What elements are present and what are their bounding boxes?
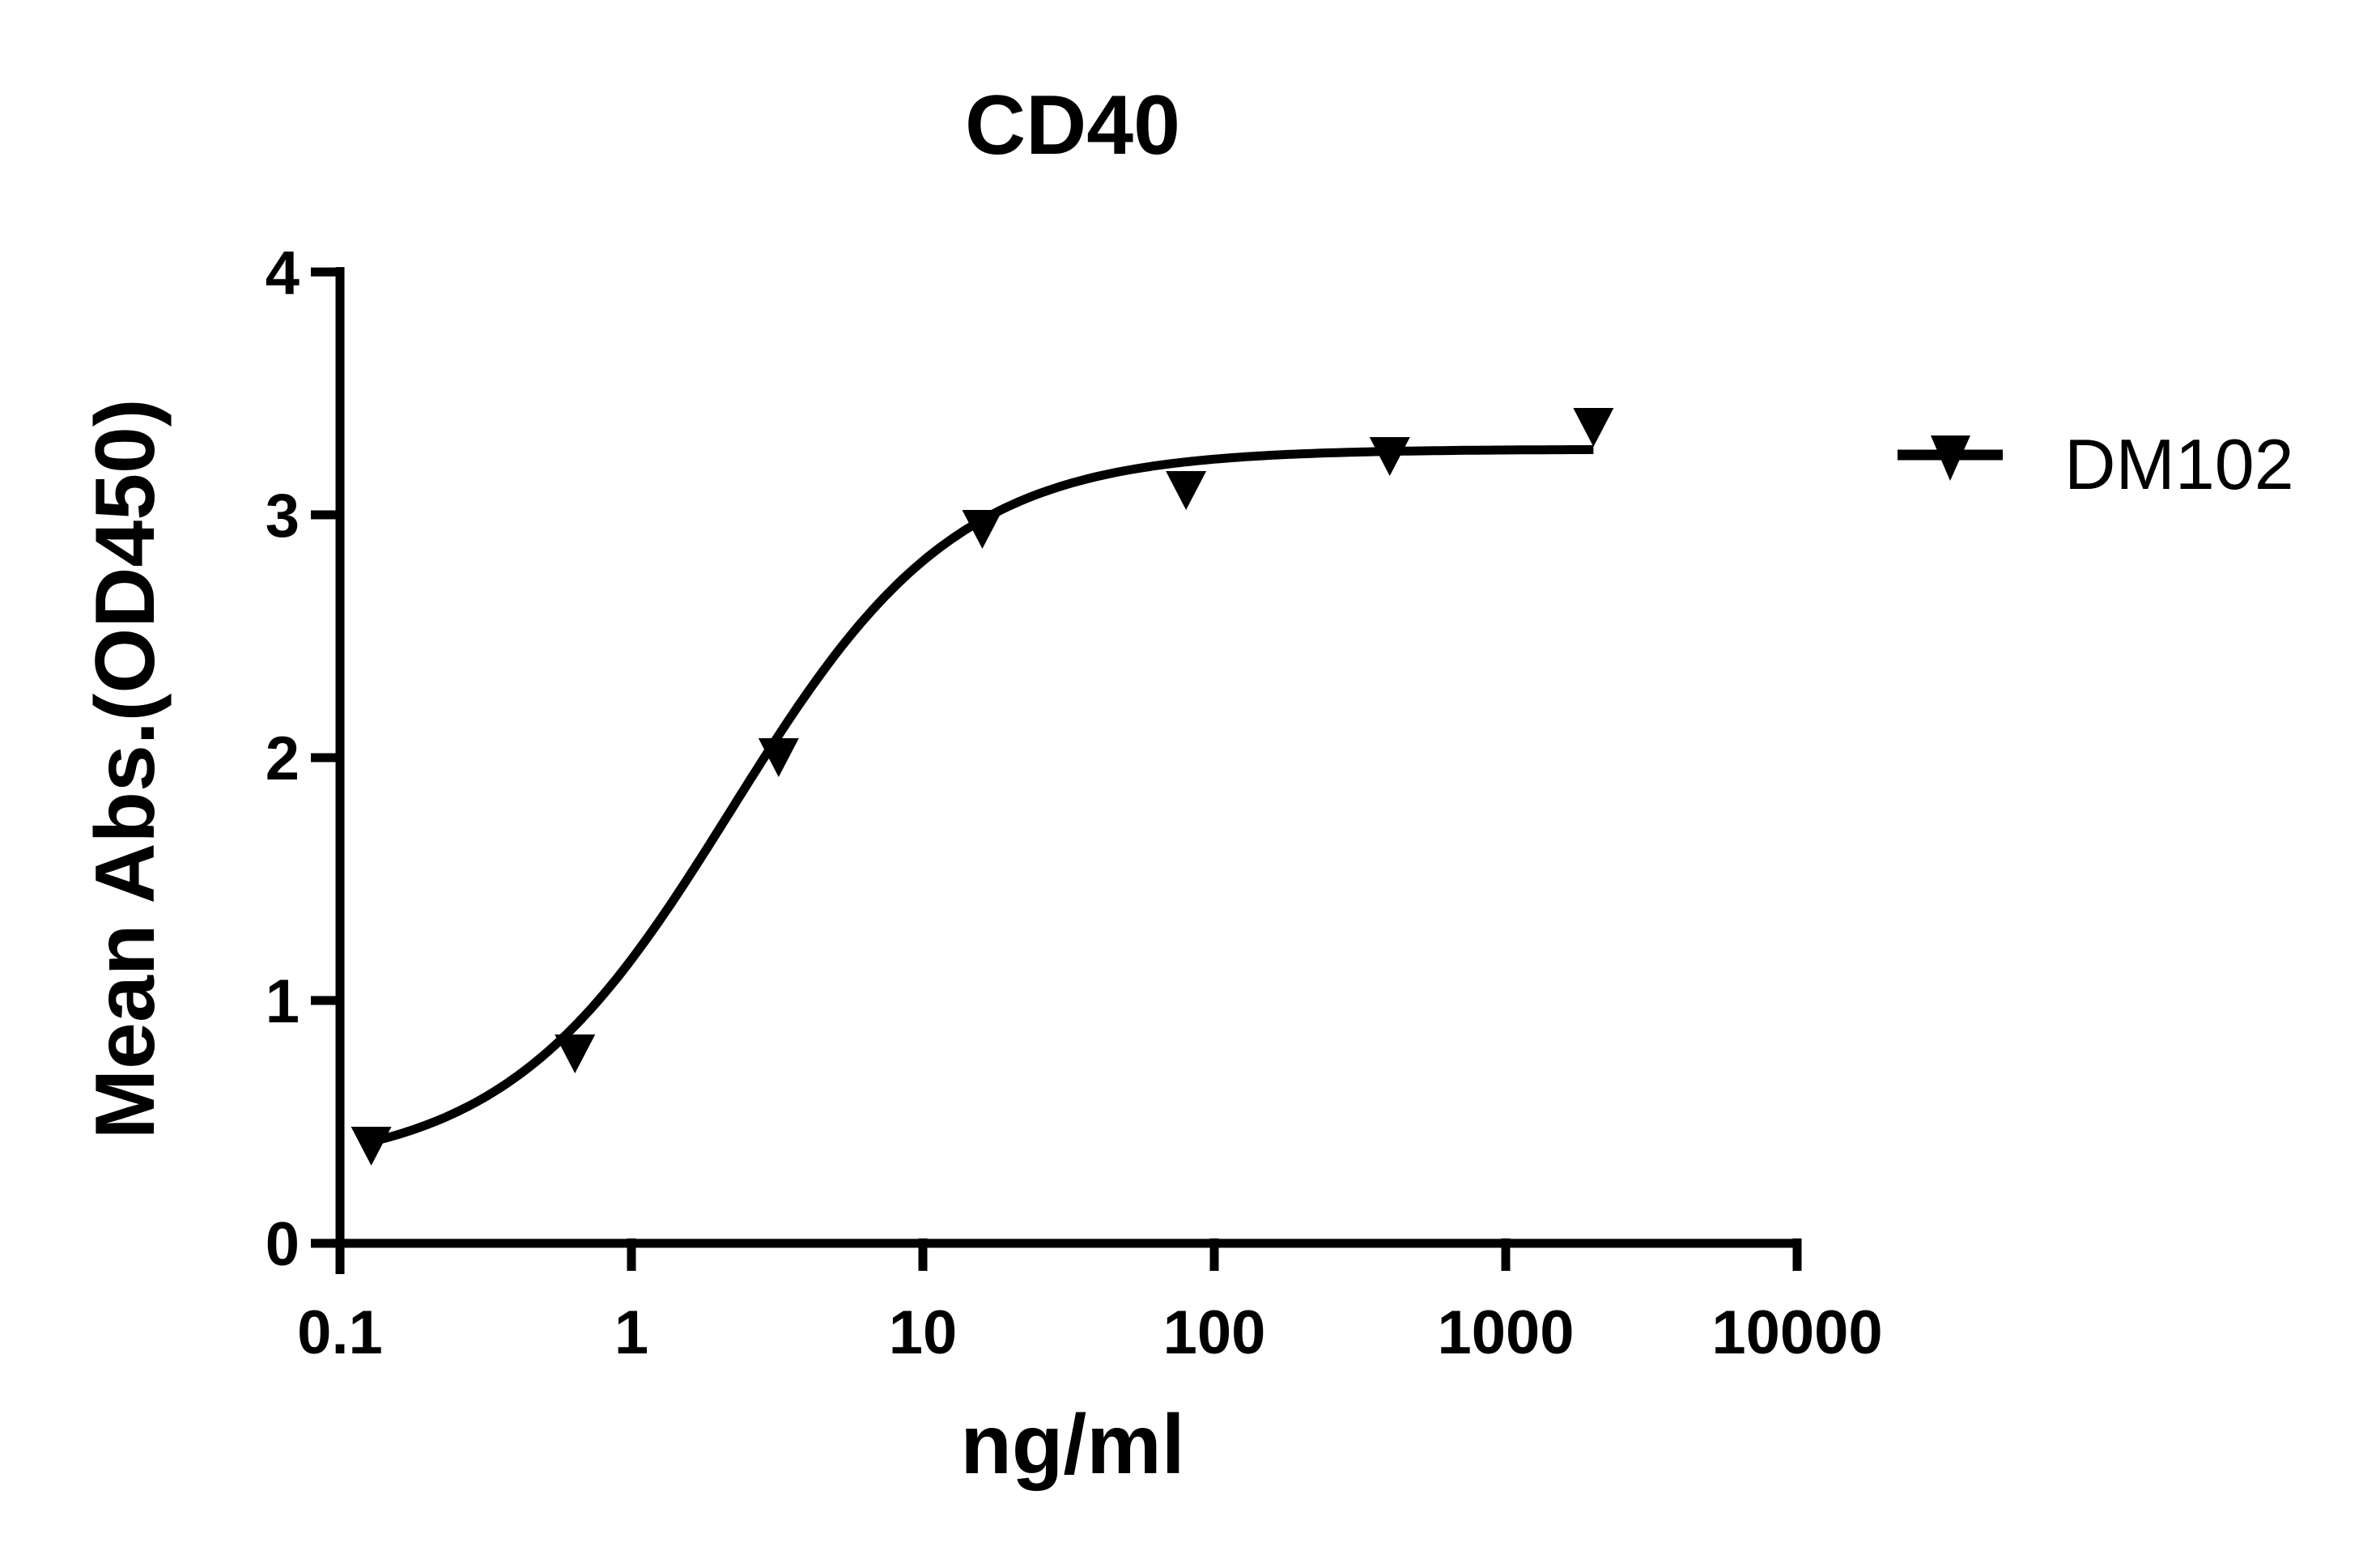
x-tick-label: 0.1 [297,1298,383,1367]
x-axis-label: ng/ml [960,1398,1184,1492]
data-point-marker [351,1127,392,1166]
down-triangle-icon [1931,435,1970,481]
y-tick-label: 0 [266,1210,300,1279]
fit-curve [370,444,1594,1146]
x-axis-ticks: 0.1 1 10 100 1000 10000 [297,1238,1883,1367]
y-tick-label: 1 [266,967,300,1036]
data-point-marker [1573,408,1614,447]
data-point-marker [962,510,1003,549]
legend-label: DM102 [2064,424,2294,504]
y-tick-label: 3 [266,482,300,550]
legend: DM102 [1898,424,2294,504]
data-point-marker [1369,437,1410,476]
y-axis-label: Mean Abs.(OD450) [79,398,172,1139]
legend-item: DM102 [1898,424,2294,504]
plot-area [351,408,1614,1166]
data-point-marker [758,738,799,777]
x-tick-label: 100 [1163,1298,1266,1367]
data-point-marker [1166,471,1207,510]
data-point-marker [555,1034,596,1073]
x-tick-label: 10 [889,1298,958,1367]
y-tick-label: 2 [266,724,300,793]
x-axis: 0.1 1 10 100 1000 10000 [297,1238,1883,1367]
chart-title: CD40 [965,79,1180,172]
y-axis-ticks: 0 1 2 3 4 [266,239,340,1279]
x-tick-label: 1 [614,1298,648,1367]
data-markers [351,408,1614,1166]
x-tick-label: 1000 [1437,1298,1574,1367]
y-axis: 0 1 2 3 4 [266,239,345,1279]
x-tick-label: 10000 [1711,1298,1882,1367]
y-tick-label: 4 [266,239,300,308]
